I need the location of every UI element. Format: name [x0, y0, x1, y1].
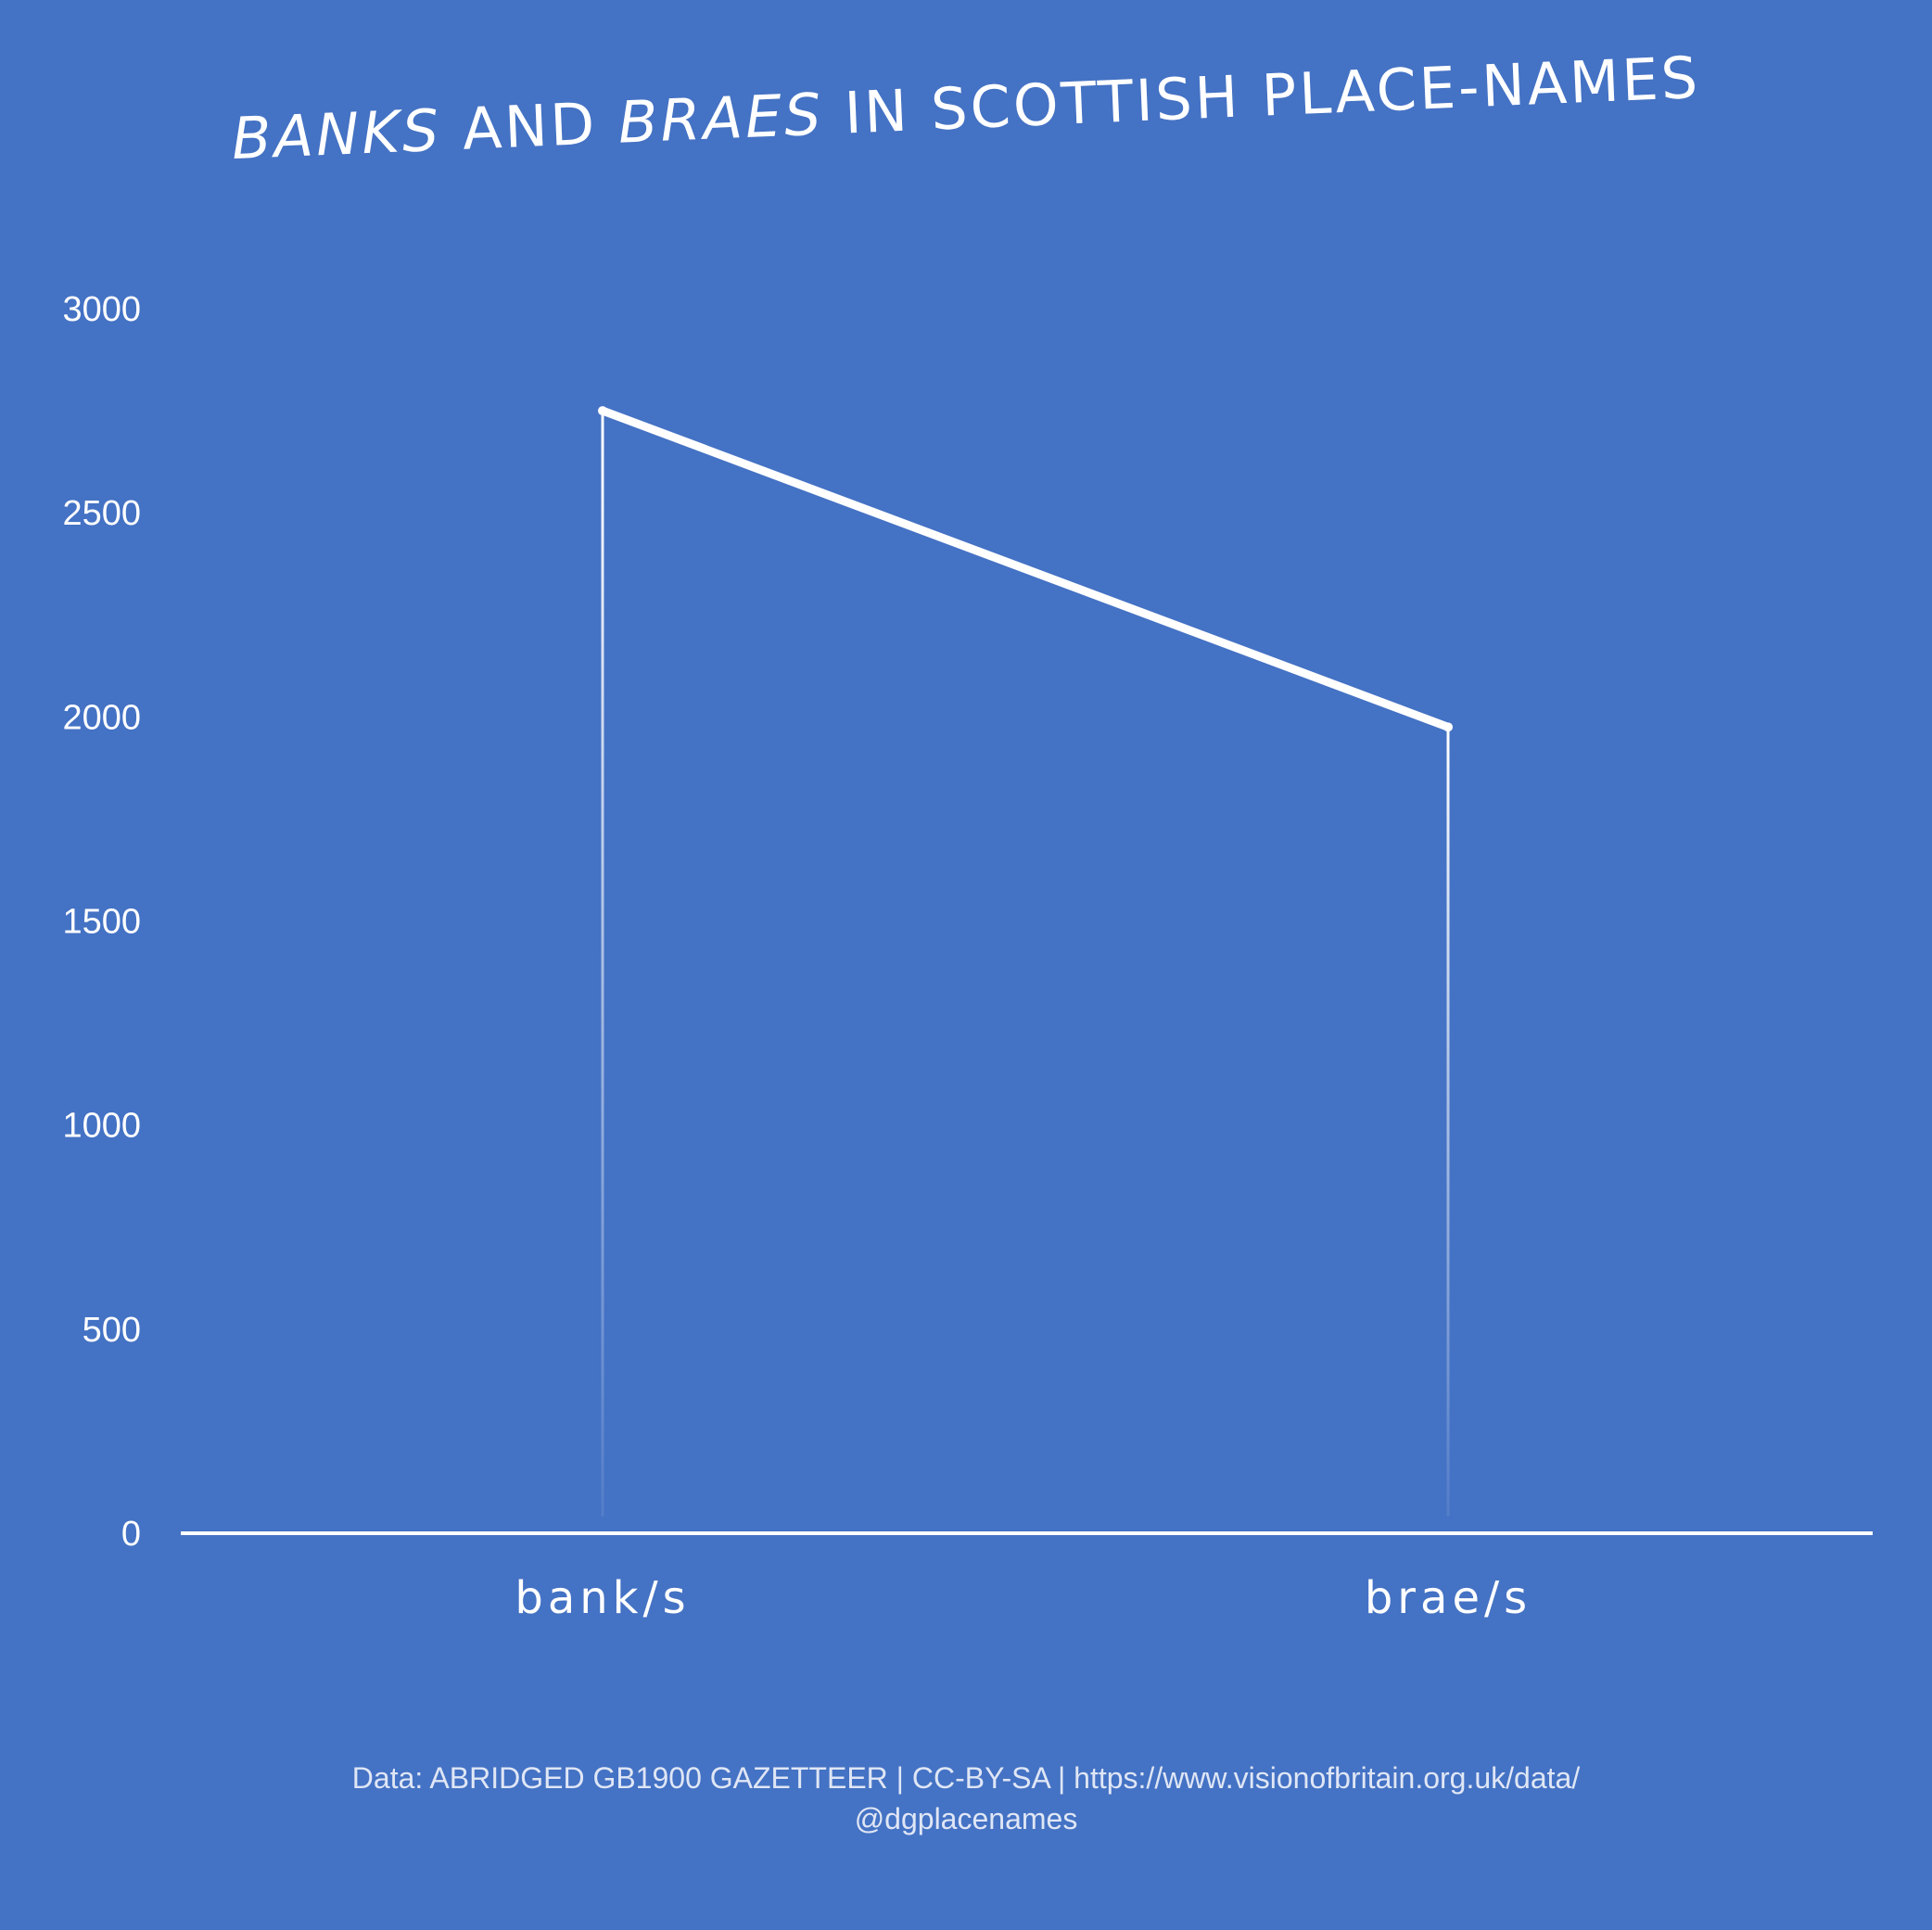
title-part-rest: IN SCOTTISH PLACE-NAMES — [822, 44, 1702, 148]
x-axis-category-labels: bank/s brae/s — [515, 1572, 1532, 1624]
y-tick-label: 2000 — [62, 698, 141, 737]
drop-line — [601, 411, 604, 1517]
x-category-label: brae/s — [1365, 1572, 1532, 1624]
drop-lines — [601, 411, 1450, 1517]
y-tick-label: 0 — [121, 1515, 141, 1554]
x-category-label: bank/s — [515, 1572, 690, 1624]
title-part-braes: BRAES — [616, 80, 824, 156]
data-point — [598, 406, 607, 416]
y-tick-label: 3000 — [62, 290, 141, 329]
data-point — [1443, 722, 1453, 732]
y-axis-tick-labels: 0 500 1000 1500 2000 2500 3000 — [62, 290, 141, 1554]
drop-line — [1446, 727, 1450, 1517]
y-tick-label: 1000 — [62, 1107, 141, 1146]
footer-handle: @dgplacenames — [855, 1802, 1078, 1835]
y-tick-label: 500 — [83, 1311, 141, 1350]
title-part-banks: BANKS — [230, 96, 442, 172]
chart-title: BANKS AND BRAES IN SCOTTISH PLACE-NAMES — [230, 44, 1701, 172]
y-tick-label: 2500 — [62, 494, 141, 533]
footer-source: Data: ABRIDGED GB1900 GAZETTEER | CC-BY-… — [352, 1761, 1581, 1795]
title-part-and: AND — [440, 89, 620, 164]
series-line — [598, 406, 1453, 731]
y-tick-label: 1500 — [62, 903, 141, 942]
series-line-group — [598, 406, 1453, 732]
